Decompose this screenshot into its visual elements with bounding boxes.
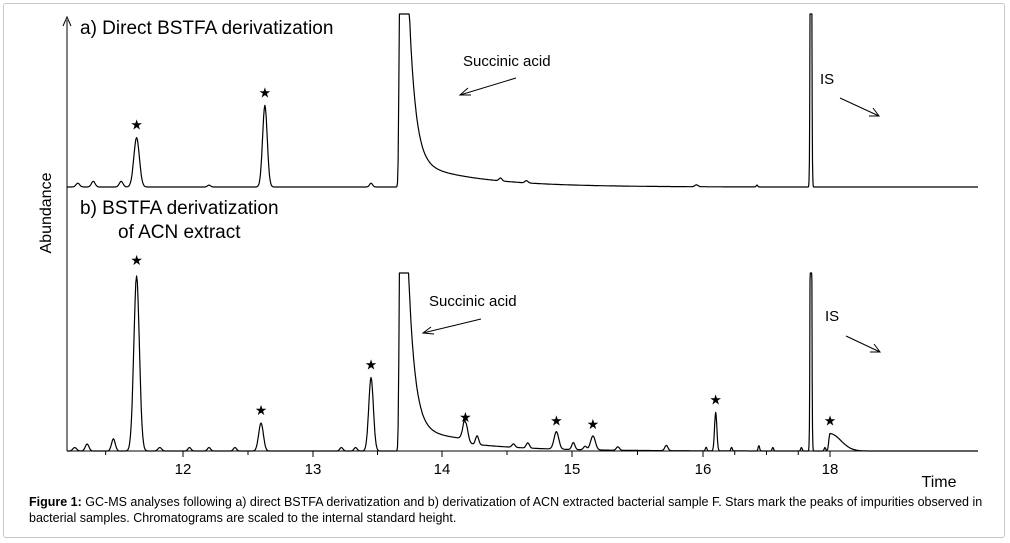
impurity-star: ★ bbox=[130, 252, 143, 268]
impurity-star-markers: ★ ★ ★ ★ ★ ★ ★ ★ ★ ★ bbox=[130, 84, 836, 432]
is-label-b: IS bbox=[825, 308, 839, 325]
succinic-acid-label-a: Succinic acid bbox=[463, 53, 551, 70]
x-tick-label: 12 bbox=[175, 461, 192, 478]
series-b-title-line1: b) BSTFA derivatization bbox=[80, 198, 279, 219]
impurity-star: ★ bbox=[259, 84, 272, 100]
is-arrowhead-b bbox=[870, 343, 881, 353]
impurity-star: ★ bbox=[550, 413, 563, 429]
trace-series-b bbox=[67, 272, 978, 452]
x-axis-label: Time bbox=[922, 474, 957, 491]
y-axis-arrowhead bbox=[62, 15, 72, 27]
x-tick-label: 15 bbox=[564, 461, 581, 478]
succinic-acid-arrow-b bbox=[422, 318, 482, 334]
x-tick-label: 16 bbox=[695, 461, 712, 478]
is-arrow-a bbox=[839, 97, 880, 117]
caption-label: Figure 1: bbox=[29, 495, 82, 509]
series-b-title-line2: of ACN extract bbox=[118, 222, 241, 243]
y-axis-label: Abundance bbox=[38, 172, 55, 253]
x-tick-label: 13 bbox=[305, 461, 322, 478]
succinic-acid-arrow-a bbox=[459, 77, 517, 96]
impurity-star: ★ bbox=[459, 409, 472, 425]
x-axis-tick-labels bbox=[105, 451, 799, 455]
x-tick-label: 18 bbox=[822, 461, 839, 478]
figure-frame bbox=[3, 3, 1005, 538]
impurity-star: ★ bbox=[709, 392, 722, 408]
figure-caption: Figure 1: GC-MS analyses following a) di… bbox=[29, 494, 991, 526]
impurity-star: ★ bbox=[130, 117, 143, 133]
succinic-acid-label-b: Succinic acid bbox=[429, 293, 517, 310]
impurity-star: ★ bbox=[587, 416, 600, 432]
impurity-star: ★ bbox=[365, 357, 378, 373]
trace-series-a bbox=[67, 13, 978, 188]
series-a-title: a) Direct BSTFA derivatization bbox=[80, 18, 333, 39]
is-arrow-b bbox=[845, 335, 881, 353]
caption-text: GC-MS analyses following a) direct BSTFA… bbox=[29, 495, 983, 525]
is-arrowhead-a bbox=[869, 107, 880, 117]
impurity-star: ★ bbox=[824, 413, 837, 429]
succinic-acid-arrowhead-b bbox=[421, 326, 435, 335]
impurity-star: ★ bbox=[255, 402, 268, 418]
is-label-a: IS bbox=[820, 71, 834, 88]
succinic-acid-arrowhead-a bbox=[458, 87, 471, 96]
x-tick-label: 14 bbox=[434, 461, 451, 478]
x-axis-ticks: 12 13 14 15 16 18 bbox=[175, 451, 839, 478]
